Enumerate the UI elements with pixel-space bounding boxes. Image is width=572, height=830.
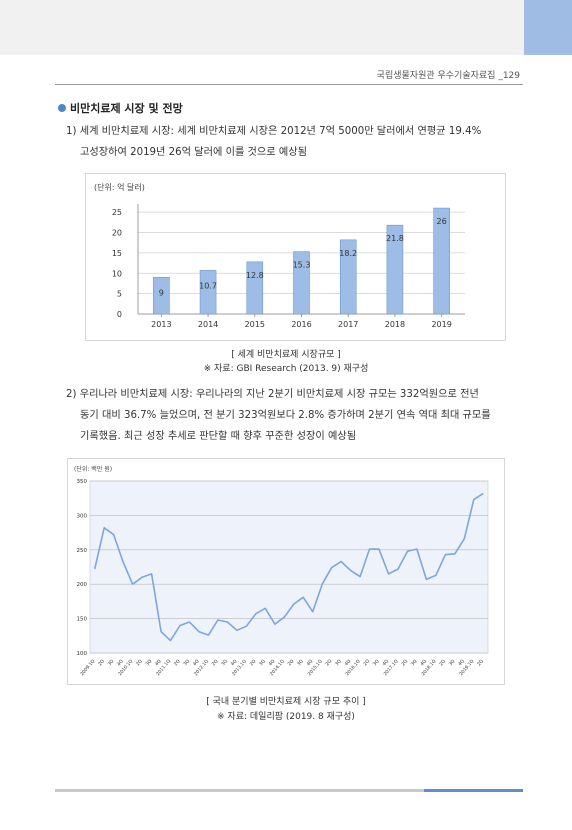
x-tick-label: 4Q (306, 658, 315, 667)
footer-rule (55, 789, 523, 792)
paragraph-line: 기록했음. 최근 성장 추세로 판단할 때 향후 꾸준한 성장이 예상됨 (80, 431, 357, 442)
x-tick-label: 2Q (135, 658, 144, 667)
x-tick-label: 3Q (448, 658, 457, 667)
running-header: 국립생물자원관 우수기술자료집 _129 (376, 71, 520, 81)
paragraph-domestic-market: 2) 우리나라 비만치료제 시장: 우리나라의 지난 2분기 비만치료제 시장 … (66, 384, 516, 447)
x-tick-label: 4Q (192, 658, 201, 667)
bar-data-label: 10.7 (199, 281, 217, 290)
y-tick-label: 25 (112, 208, 122, 217)
paragraph-world-market: 1) 세계 비만치료제 시장: 세계 비만치료제 시장은 2012년 7억 50… (66, 121, 516, 163)
x-tick-label: 4Q (457, 658, 466, 667)
x-tick-label: 3Q (144, 658, 153, 667)
x-tick-label: 2Q (476, 658, 485, 667)
x-tick-label: 2Q (97, 658, 106, 667)
x-tick-label: 4Q (343, 658, 352, 667)
bar-data-label: 18.2 (339, 249, 357, 258)
bullet-icon (58, 104, 66, 112)
y-tick-label: 250 (77, 548, 88, 554)
x-tick-label: 2Q (324, 658, 333, 667)
footer-accent (424, 789, 523, 792)
x-tick-label: 3Q (182, 658, 191, 667)
figure1-caption: [ 세계 비만치료제 시장규모 ] (231, 350, 341, 360)
y-tick-label: 100 (77, 651, 88, 657)
figure1-source: ※ 자료: GBI Research (2013. 9) 재구성 (203, 364, 369, 374)
y-tick-label: 350 (77, 479, 88, 485)
paragraph-line: 1) 세계 비만치료제 시장: 세계 비만치료제 시장은 2012년 7억 50… (66, 126, 482, 137)
x-tick-label: 2015 (245, 320, 265, 329)
bar (246, 261, 264, 315)
x-tick-label: 2Q (211, 658, 220, 667)
y-tick-label: 200 (77, 582, 88, 588)
x-tick-label: 3Q (220, 658, 229, 667)
x-tick-label: 2018 (385, 320, 405, 329)
section-title: 비만치료제 시장 및 전망 (70, 102, 183, 115)
series-line (93, 492, 484, 642)
x-tick-label: 2016 (291, 320, 311, 329)
chart-unit-label: (단위: 백만 원) (74, 465, 112, 473)
x-tick-label: 4Q (230, 658, 239, 667)
bar-data-label: 9 (159, 288, 164, 297)
x-tick-label: 4Q (154, 658, 163, 667)
x-tick-label: 2Q (287, 658, 296, 667)
x-tick-label: 2014 (198, 320, 218, 329)
y-tick-label: 5 (117, 290, 122, 299)
x-tick-label: 2Q (438, 658, 447, 667)
x-tick-label: 2Q (400, 658, 409, 667)
top-accent-block (524, 0, 572, 55)
x-tick-label: 2019 (431, 320, 451, 329)
chart-unit-label: (단위: 억 달러) (94, 182, 145, 192)
x-tick-label: 3Q (296, 658, 305, 667)
x-tick-label: 4Q (381, 658, 390, 667)
x-tick-label: 2017 (338, 320, 358, 329)
y-tick-label: 0 (117, 310, 122, 319)
x-tick-label: 2013 (151, 320, 171, 329)
x-tick-label: 3Q (107, 658, 116, 667)
x-tick-label: 3Q (334, 658, 343, 667)
header-rule (55, 84, 523, 85)
figure1-frame: (단위: 억 달러) 0 5 10 15 20 25 9 2013 10.7 2014 12.8 201… (85, 173, 506, 341)
x-tick-label: 2Q (173, 658, 182, 667)
y-tick-label: 300 (77, 513, 88, 519)
paragraph-line: 동기 대비 36.7% 늘었으며, 전 분기 323억원보다 2.8% 증가하며… (80, 410, 491, 421)
x-tick-label: 4Q (268, 658, 277, 667)
bar-data-label: 21.8 (386, 234, 404, 243)
x-tick-label: 2009.1Q (79, 658, 96, 677)
figure2-source: ※ 자료: 데일리팜 (2019. 8 재구성) (217, 712, 355, 722)
bar-data-label: 26 (437, 217, 447, 226)
plot-area (89, 480, 489, 654)
y-tick-label: 15 (112, 249, 122, 258)
bar (199, 270, 217, 315)
figure2-caption: [ 국내 분기별 비만치료제 시장 규모 추이 ] (206, 697, 366, 707)
paragraph-line: 2) 우리나라 비만치료제 시장: 우리나라의 지난 2분기 비만치료제 시장 … (66, 389, 479, 400)
y-tick-label: 20 (112, 229, 122, 238)
paragraph-line: 고성장하여 2019년 26억 달러에 이를 것으로 예상됨 (80, 147, 308, 158)
bar-chart-world-market: (단위: 억 달러) 0 5 10 15 20 25 9 2013 10.7 2014 12.8 201… (94, 182, 465, 329)
bar-data-label: 15.3 (293, 261, 311, 270)
bar-data-label: 12.8 (246, 271, 264, 280)
x-tick-label: 4Q (419, 658, 428, 667)
top-band (0, 0, 572, 55)
x-tick-label: 3Q (372, 658, 381, 667)
x-tick-label: 3Q (258, 658, 267, 667)
x-tick-label: 2Q (249, 658, 258, 667)
figure2-frame: (단위: 백만 원) 100 150 200 250 300 350 2009.1Q 2Q 3Q 4… (67, 458, 505, 685)
x-tick-label: 3Q (410, 658, 419, 667)
y-tick-label: 150 (77, 617, 88, 623)
y-tick-label: 10 (112, 269, 122, 278)
x-tick-label: 2Q (362, 658, 371, 667)
x-tick-label: 4Q (116, 658, 125, 667)
